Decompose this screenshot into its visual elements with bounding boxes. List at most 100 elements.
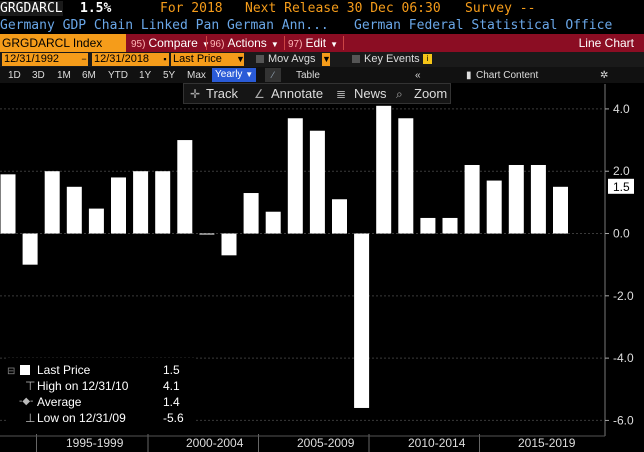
- track-icon: ✛: [190, 87, 201, 101]
- average-marker-icon: -◆-: [19, 396, 34, 407]
- legend-low[interactable]: ⊥ Low on 12/31/09 -5.6: [7, 410, 195, 426]
- collapse-icon[interactable]: «: [415, 70, 421, 81]
- y-tick-label: 2.0: [613, 164, 630, 178]
- bar-2008: [332, 199, 347, 234]
- period-6m[interactable]: 6M: [82, 70, 96, 81]
- compare-label: Compare: [148, 36, 198, 50]
- bar-1994: [22, 233, 38, 265]
- news-button[interactable]: News: [354, 86, 387, 101]
- edit-label: Edit: [305, 36, 327, 50]
- legend-last-value: 1.5: [163, 363, 180, 377]
- zoom-icon: ⌕: [396, 87, 403, 101]
- bar-2014: [464, 164, 480, 234]
- y-tick-label: 0.0: [613, 227, 630, 241]
- chevron-down-icon[interactable]: ▼: [236, 53, 245, 66]
- last-value-marker: 1.5: [608, 178, 634, 194]
- legend-average[interactable]: -◆- Average 1.4: [7, 394, 195, 410]
- period-1m[interactable]: 1M: [57, 70, 71, 81]
- last-value-label: 1.5: [613, 180, 630, 194]
- legend-average-label: Average: [37, 395, 82, 409]
- actions-num: 96): [210, 39, 225, 50]
- actions-label: Actions: [227, 36, 267, 50]
- high-marker-icon: ⊤: [25, 379, 36, 393]
- bar-2010: [376, 105, 392, 234]
- bar-1997: [88, 208, 104, 234]
- x-axis: 1995-1999 2000-2004 2005-2009 2010-2014 …: [0, 434, 605, 452]
- bar-2004: [243, 193, 259, 234]
- function-toolbar: GRGDARCL Index 95)Compare▼ 96)Actions▼ 9…: [0, 34, 644, 52]
- survey-label: Survey --: [465, 1, 536, 16]
- chevron-down-icon: ▼: [202, 40, 210, 49]
- chevron-down-icon[interactable]: ▼: [322, 53, 331, 66]
- y-tick-label: -2.0: [613, 289, 634, 303]
- period-label: For 2018: [160, 1, 223, 16]
- chevron-down-icon: ▼: [245, 70, 254, 79]
- bar-2003: [221, 233, 237, 256]
- edit-button[interactable]: 97) Edit ▼: [288, 34, 338, 52]
- compare-button[interactable]: 95)Compare ▼: [131, 34, 210, 52]
- x-group-label: 1995-1999: [66, 436, 124, 450]
- minus-icon[interactable]: −: [80, 53, 88, 66]
- y-tick-label: -4.0: [613, 351, 634, 365]
- bar-1995: [44, 171, 60, 234]
- legend-low-label: Low on 12/31/09: [37, 411, 126, 425]
- start-date-input[interactable]: 12/31/1992: [2, 53, 80, 66]
- info-icon[interactable]: i: [423, 54, 432, 64]
- legend-high-label: High on 12/31/10: [37, 379, 129, 393]
- bar-chart-icon: ▮: [466, 70, 472, 81]
- field-selector[interactable]: Last Price: [171, 53, 237, 66]
- period-max[interactable]: Max: [187, 70, 206, 81]
- actions-button[interactable]: 96) Actions ▼: [210, 34, 279, 52]
- bar-2017: [530, 164, 546, 234]
- divider: [206, 36, 207, 50]
- end-date-input[interactable]: 12/31/2018: [92, 53, 168, 66]
- legend-low-value: -5.6: [163, 411, 184, 425]
- period-1y[interactable]: 1Y: [139, 70, 152, 81]
- frequency-selector[interactable]: Yearly ▼: [212, 68, 257, 82]
- table-button[interactable]: Table: [296, 70, 320, 81]
- chart-legend: Last Price 1.5 ⊤ High on 12/31/10 4.1 -◆…: [7, 358, 195, 428]
- pencil-icon: ∠: [254, 87, 265, 101]
- bar-2007: [309, 130, 325, 234]
- bar-1993: [0, 174, 16, 234]
- frequency-label: Yearly: [215, 69, 243, 80]
- period-3d[interactable]: 3D: [32, 70, 45, 81]
- bar-2005: [265, 211, 281, 234]
- track-button[interactable]: Track: [206, 86, 239, 101]
- security-description-row: Germany GDP Chain Linked Pan German Ann.…: [0, 17, 644, 34]
- key-events-checkbox[interactable]: [352, 55, 360, 63]
- zoom-button[interactable]: Zoom: [414, 86, 448, 101]
- annotate-button[interactable]: Annotate: [271, 86, 324, 101]
- mov-avgs-checkbox[interactable]: [256, 55, 264, 63]
- data-source: German Federal Statistical Office: [354, 18, 613, 33]
- security-header: GRGDARCL 1.5% For 2018 Next Release 30 D…: [0, 0, 644, 17]
- chart-content-button[interactable]: Chart Content: [476, 70, 539, 81]
- divider: [343, 36, 344, 50]
- bar-1999: [133, 171, 149, 234]
- last-value-box: [608, 178, 634, 194]
- period-1d[interactable]: 1D: [8, 70, 21, 81]
- line-chart-icon[interactable]: ⁄: [265, 68, 281, 82]
- x-group-label: 2000-2004: [186, 436, 244, 450]
- last-value: 1.5%: [80, 1, 112, 16]
- bar-2002: [199, 233, 215, 235]
- chevron-down-icon: ▼: [270, 40, 279, 49]
- bar-2011: [398, 118, 414, 234]
- x-group-label: 2010-2014: [408, 436, 466, 450]
- bar-1996: [66, 186, 82, 234]
- bar-2012: [420, 217, 436, 234]
- gear-icon[interactable]: ✲: [600, 70, 609, 81]
- legend-high[interactable]: ⊤ High on 12/31/10 4.1: [7, 378, 195, 394]
- ticker-label: GRGDARCL: [0, 1, 63, 16]
- legend-average-value: 1.4: [163, 395, 180, 409]
- calendar-icon[interactable]: ▪: [161, 53, 169, 66]
- chart-type-label: Line Chart: [578, 36, 634, 50]
- period-5y[interactable]: 5Y: [163, 70, 176, 81]
- legend-last-price[interactable]: Last Price 1.5: [7, 362, 195, 378]
- period-ytd[interactable]: YTD: [108, 70, 128, 81]
- period-selector-row: 1D 3D 1M 6M YTD 1Y 5Y Max Yearly ▼ ⁄ Tab…: [0, 67, 644, 83]
- security-description: Germany GDP Chain Linked Pan German Ann.…: [0, 18, 329, 33]
- security-field[interactable]: GRGDARCL Index: [0, 34, 126, 52]
- bar-2018: [553, 186, 568, 234]
